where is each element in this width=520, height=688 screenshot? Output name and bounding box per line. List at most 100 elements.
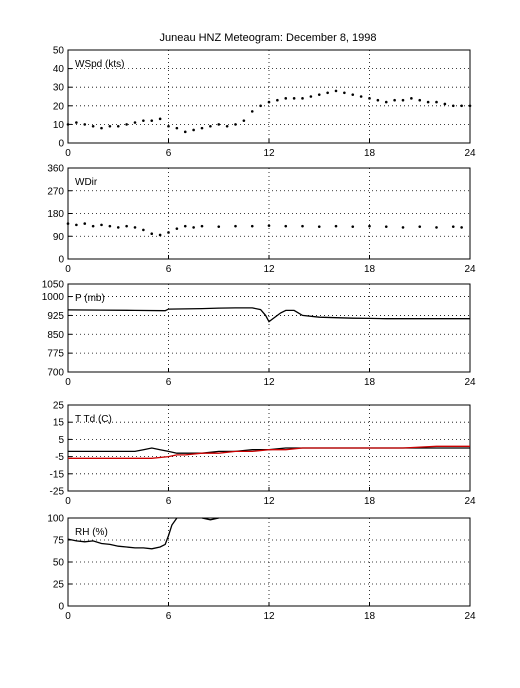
y-tick-label: 270 <box>47 186 64 197</box>
data-point <box>368 97 371 100</box>
data-point <box>384 225 388 228</box>
data-point <box>418 98 422 102</box>
data-point <box>133 226 137 229</box>
panel-label: T Td (C) <box>75 414 112 425</box>
x-tick-label: 12 <box>263 377 275 388</box>
data-point <box>250 224 254 228</box>
y-tick-label: 700 <box>47 368 64 379</box>
data-point <box>217 225 221 228</box>
y-tick-label: 0 <box>58 602 64 613</box>
data-point <box>66 123 70 126</box>
data-point <box>368 224 371 228</box>
data-point <box>175 126 179 130</box>
panel-label: RH (%) <box>75 527 108 538</box>
panel-label: WSpd (kts) <box>75 59 124 70</box>
series-line <box>67 517 178 550</box>
data-point <box>317 93 321 96</box>
x-tick-label: 6 <box>166 264 172 275</box>
x-tick-label: 24 <box>464 264 476 275</box>
data-point <box>108 124 112 128</box>
data-point <box>401 98 405 102</box>
y-tick-label: 0 <box>58 139 64 150</box>
y-tick-label: 775 <box>47 349 64 360</box>
y-tick-label: 50 <box>53 558 65 569</box>
x-tick-label: 12 <box>263 264 275 275</box>
panel-label: WDir <box>75 177 98 188</box>
data-point <box>334 89 338 93</box>
data-point <box>234 224 237 228</box>
data-point <box>267 100 271 104</box>
x-tick-label: 12 <box>263 611 275 622</box>
data-point <box>158 233 162 237</box>
x-tick-label: 24 <box>464 611 476 622</box>
x-tick-label: 6 <box>166 377 172 388</box>
data-point <box>116 124 120 128</box>
y-tick-label: 90 <box>53 232 65 243</box>
data-point <box>217 123 221 126</box>
y-tick-label: 25 <box>53 401 65 412</box>
data-point <box>351 225 355 228</box>
x-tick-label: 0 <box>65 148 71 159</box>
x-tick-label: 6 <box>166 148 172 159</box>
data-point <box>83 222 87 225</box>
x-tick-label: 12 <box>263 148 275 159</box>
data-point <box>317 225 321 228</box>
x-tick-label: 0 <box>65 264 71 275</box>
x-tick-label: 0 <box>65 611 71 622</box>
series-1 <box>66 89 472 134</box>
y-tick-label: -15 <box>50 469 65 480</box>
data-point <box>343 91 346 95</box>
data-point <box>200 126 204 130</box>
series-1 <box>66 222 463 237</box>
data-point <box>158 117 162 121</box>
data-point <box>200 224 204 228</box>
series-2 <box>201 517 219 521</box>
data-point <box>192 226 195 229</box>
data-point <box>292 97 296 100</box>
y-tick-label: 10 <box>53 120 65 131</box>
data-point <box>167 231 170 234</box>
y-tick-label: 20 <box>53 101 65 112</box>
y-tick-label: 25 <box>53 580 65 591</box>
data-point <box>276 98 279 102</box>
series-1 <box>67 517 178 550</box>
x-tick-label: 18 <box>364 496 376 507</box>
data-point <box>301 97 304 100</box>
data-point <box>460 226 463 229</box>
panel-wspd-kts: 0 6 12 18 24 0 10 20 30 40 50 WSpd (kts) <box>53 46 476 160</box>
x-tick-label: 6 <box>166 611 172 622</box>
data-point <box>142 119 145 122</box>
x-tick-label: 18 <box>364 611 376 622</box>
y-tick-label: 180 <box>47 209 64 220</box>
data-point <box>410 97 413 100</box>
series-line <box>67 307 470 323</box>
data-point <box>100 126 103 130</box>
x-tick-label: 24 <box>464 148 476 159</box>
data-point <box>267 224 271 227</box>
data-point <box>100 223 103 227</box>
series-line <box>68 445 470 459</box>
x-tick-label: 12 <box>263 496 275 507</box>
data-point <box>142 228 145 232</box>
data-point <box>468 104 472 108</box>
y-tick-label: 100 <box>47 514 64 525</box>
y-tick-label: 0 <box>58 255 64 266</box>
figure-title: Juneau HNZ Meteogram: December 8, 1998 <box>159 32 376 44</box>
y-tick-label: 850 <box>47 330 64 341</box>
panel-label: P (mb) <box>75 293 105 304</box>
data-point <box>209 124 212 128</box>
y-tick-label: 50 <box>53 46 65 57</box>
data-point <box>359 95 363 98</box>
data-point <box>133 121 137 124</box>
data-point <box>116 226 120 229</box>
x-tick-label: 18 <box>364 377 376 388</box>
data-point <box>426 100 430 104</box>
data-point <box>234 123 237 126</box>
data-point <box>259 104 262 108</box>
data-point <box>250 110 254 113</box>
y-tick-label: 925 <box>47 311 64 322</box>
data-point <box>351 93 355 96</box>
data-point <box>83 123 87 126</box>
y-tick-label: 360 <box>47 164 64 175</box>
